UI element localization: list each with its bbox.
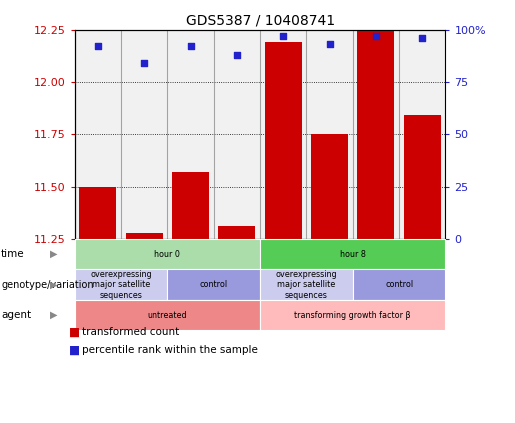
- Point: [233, 51, 241, 58]
- Point: [140, 60, 148, 66]
- Bar: [357, 30, 394, 239]
- Point: [372, 33, 380, 39]
- Text: control: control: [385, 280, 413, 289]
- Bar: [167, 30, 214, 239]
- Text: overexpressing
major satellite
sequences: overexpressing major satellite sequences: [90, 270, 152, 299]
- Bar: [306, 30, 353, 239]
- Bar: [126, 233, 163, 239]
- Point: [418, 35, 426, 41]
- Bar: [311, 134, 348, 239]
- Text: ▶: ▶: [50, 280, 58, 290]
- Bar: [399, 30, 445, 239]
- Point: [325, 41, 334, 48]
- Text: genotype/variation: genotype/variation: [1, 280, 94, 290]
- Text: ▶: ▶: [50, 249, 58, 259]
- Bar: [265, 42, 302, 239]
- Point: [94, 43, 102, 50]
- Text: transformed count: transformed count: [82, 327, 180, 338]
- Bar: [214, 30, 260, 239]
- Text: ■: ■: [69, 344, 80, 357]
- Bar: [353, 30, 399, 239]
- Bar: [172, 172, 209, 239]
- Text: control: control: [200, 280, 228, 289]
- Text: overexpressing
major satellite
sequences: overexpressing major satellite sequences: [276, 270, 337, 299]
- Text: ■: ■: [69, 326, 80, 339]
- Point: [279, 33, 287, 39]
- Bar: [121, 30, 167, 239]
- Text: percentile rank within the sample: percentile rank within the sample: [82, 345, 259, 355]
- Bar: [260, 30, 306, 239]
- Bar: [79, 187, 116, 239]
- Text: time: time: [1, 249, 25, 259]
- Text: transforming growth factor β: transforming growth factor β: [295, 310, 411, 320]
- Text: untreated: untreated: [148, 310, 187, 320]
- Bar: [218, 226, 255, 239]
- Text: hour 8: hour 8: [340, 250, 366, 259]
- Text: ▶: ▶: [50, 310, 58, 320]
- Bar: [404, 115, 441, 239]
- Point: [186, 43, 195, 50]
- Text: hour 0: hour 0: [154, 250, 180, 259]
- Title: GDS5387 / 10408741: GDS5387 / 10408741: [185, 13, 335, 27]
- Text: agent: agent: [1, 310, 31, 320]
- Bar: [75, 30, 121, 239]
